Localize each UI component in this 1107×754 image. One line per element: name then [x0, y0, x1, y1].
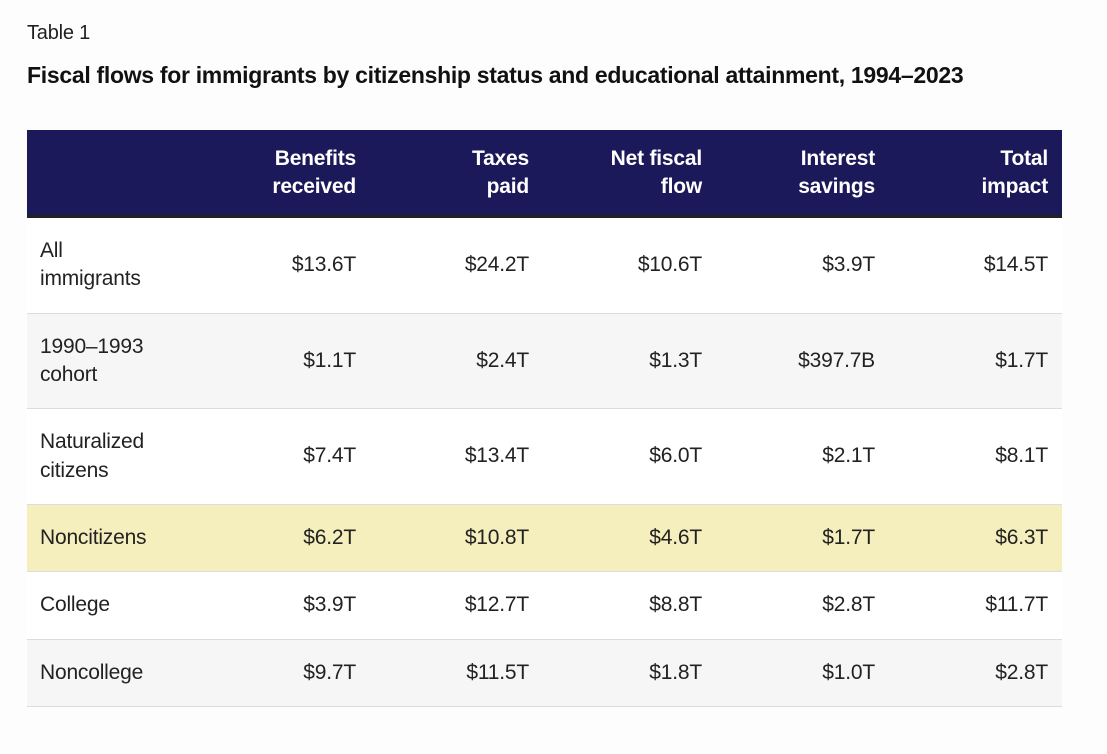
table-header: Benefits received Taxes paid Net fiscal fl…: [27, 130, 1062, 218]
cell-value: $2.4T: [476, 348, 529, 372]
cell-value: $14.5T: [983, 253, 1048, 277]
row-label: All immigrants: [40, 238, 141, 291]
cell-value: $1.0T: [822, 660, 875, 684]
table-row-highlighted: Noncitizens $6.2T $10.8T $4.6T $1.7T $6.3T: [27, 504, 1062, 572]
column-header: Interest savings: [716, 130, 889, 218]
row-label: Noncollege: [40, 660, 144, 684]
cell-value: $2.8T: [995, 660, 1048, 684]
table-row: Noncollege $9.7T $11.5T $1.8T $1.0T $2.8T: [27, 639, 1062, 707]
table-row: All immigrants $13.6T $24.2T $10.6T $3.9T $14…: [27, 216, 1062, 314]
corner-cell: [27, 130, 197, 218]
cell-value: $4.6T: [649, 526, 702, 549]
cell-value: $1.7T: [822, 526, 875, 549]
row-label: College: [40, 593, 110, 617]
cell-value: $6.2T: [303, 526, 356, 549]
cell-value: $12.7T: [464, 593, 529, 617]
cell-value: $6.0T: [649, 444, 702, 468]
table-row: College $3.9T $12.7T $8.8T $2.8T $11.7T: [27, 571, 1062, 640]
row-label: Naturalized citizens: [40, 430, 145, 482]
table-row: Naturalized citizens $7.4T $13.4T $6.0T $2.1…: [27, 408, 1062, 505]
cell-value: $8.8T: [649, 593, 702, 617]
cell-value: $11.7T: [985, 593, 1048, 617]
page: Table 1 Fiscal flows for immigrants by c…: [27, 22, 1062, 707]
page-title: Fiscal flows for immigrants by citizensh…: [27, 62, 964, 88]
cell-value: $3.9T: [303, 593, 356, 617]
table-number-label: Table 1: [27, 22, 91, 44]
column-header: Total impact: [889, 130, 1062, 218]
cell-value: $1.7T: [995, 348, 1048, 372]
column-header: Taxes paid: [370, 130, 543, 218]
cell-value: $3.9T: [822, 253, 875, 277]
cell-value: $7.4T: [303, 444, 356, 468]
fiscal-flows-table: Benefits received Taxes paid Net fiscal fl…: [27, 130, 1062, 707]
header-row: Benefits received Taxes paid Net fiscal fl…: [27, 130, 1062, 218]
cell-value: $1.3T: [649, 348, 702, 372]
cell-value: $2.8T: [822, 593, 875, 617]
cell-value: $1.1T: [303, 348, 356, 372]
cell-value: $10.8T: [464, 526, 529, 549]
table-body: All immigrants $13.6T $24.2T $10.6T $3.9T $14…: [27, 216, 1062, 707]
cell-value: $8.1T: [995, 444, 1048, 468]
cell-value: $10.6T: [637, 253, 702, 277]
cell-value: $1.8T: [649, 660, 702, 684]
cell-value: $11.5T: [466, 660, 529, 684]
row-label: 1990–1993 cohort: [40, 334, 144, 386]
cell-value: $397.7B: [798, 348, 875, 372]
column-header: Benefits received: [197, 130, 370, 218]
row-label: Noncitizens: [40, 526, 147, 549]
cell-value: $9.7T: [303, 660, 356, 684]
cell-value: $13.4T: [464, 444, 529, 468]
cell-value: $13.6T: [291, 253, 356, 277]
table-row: 1990–1993 cohort $1.1T $2.4T $1.3T $397.7B $1…: [27, 313, 1062, 409]
cell-value: $6.3T: [995, 526, 1048, 549]
cell-value: $24.2T: [464, 253, 529, 277]
cell-value: $2.1T: [822, 444, 875, 468]
column-header: Net fiscal flow: [543, 130, 716, 218]
